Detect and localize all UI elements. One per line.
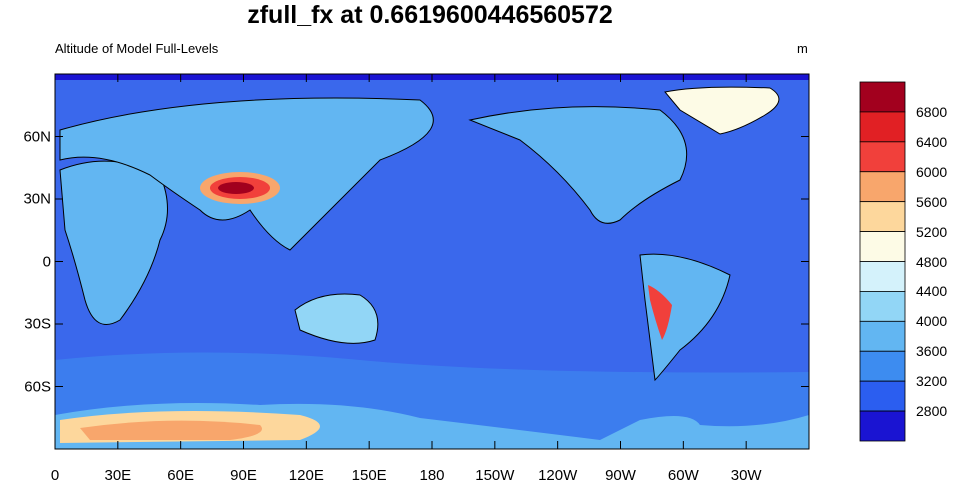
x-tick-label: 30W — [730, 467, 762, 484]
tibet-peak — [218, 182, 254, 194]
left-subtitle: Altitude of Model Full-Levels — [55, 41, 219, 56]
x-tick-label: 90W — [605, 467, 636, 484]
x-tick-label: 60W — [667, 467, 699, 484]
colorbar-label: 6800 — [916, 103, 948, 120]
colorbar-swatch — [859, 350, 906, 382]
x-tick-label: 120W — [538, 467, 578, 484]
colorbar-label: 2800 — [916, 403, 948, 420]
x-tick-label: 180 — [419, 467, 445, 484]
colorbar-swatch — [859, 380, 906, 412]
colorbar-label: 5200 — [916, 223, 948, 240]
colorbar-swatch — [859, 320, 906, 352]
x-tick-label: 30E — [104, 467, 132, 484]
colorbar-label: 4400 — [916, 283, 948, 300]
colorbar — [859, 81, 906, 442]
y-tick-label: 30S — [24, 315, 51, 333]
y-tick-label: 60N — [23, 128, 51, 145]
x-tick-label: 90E — [230, 467, 257, 484]
colorbar-swatch — [859, 410, 906, 442]
south-america — [639, 253, 731, 382]
colorbar-label: 6400 — [916, 133, 948, 150]
colorbar-swatch — [859, 141, 906, 173]
x-tick-label: 0 — [50, 467, 60, 484]
axis-ticks — [54, 74, 809, 449]
map-field — [55, 74, 809, 449]
colorbar-label: 4800 — [916, 253, 948, 270]
x-tick-label: 150E — [351, 467, 387, 484]
north-america — [468, 106, 688, 224]
antarctica-high-plateau — [80, 420, 262, 440]
colorbar-swatch — [859, 171, 906, 203]
colorbar-label: 5600 — [916, 193, 948, 210]
x-tick-label: 120E — [288, 467, 324, 484]
colorbar-swatch — [859, 261, 906, 292]
units-subtitle: m — [797, 41, 808, 56]
plot-title: zfull_fx at 0.6619600446560572 — [247, 1, 613, 29]
colorbar-label: 3600 — [916, 343, 948, 360]
australia — [294, 293, 379, 344]
colorbar-label: 4000 — [916, 313, 948, 330]
colorbar-swatch — [859, 81, 906, 113]
y-tick-label: 0 — [42, 253, 51, 270]
colorbar-swatch — [859, 231, 906, 262]
colorbar-swatch — [859, 291, 906, 322]
greenland — [664, 86, 780, 135]
colorbar-label: 3200 — [916, 373, 948, 390]
colorbar-swatch — [859, 201, 906, 232]
colorbar-label: 6000 — [916, 163, 948, 180]
andes — [648, 285, 672, 340]
y-tick-label: 60S — [24, 378, 51, 395]
y-tick-label: 30N — [23, 190, 51, 208]
x-tick-label: 60E — [167, 467, 195, 484]
x-tick-label: 150W — [475, 467, 515, 484]
colorbar-swatch — [859, 111, 906, 143]
